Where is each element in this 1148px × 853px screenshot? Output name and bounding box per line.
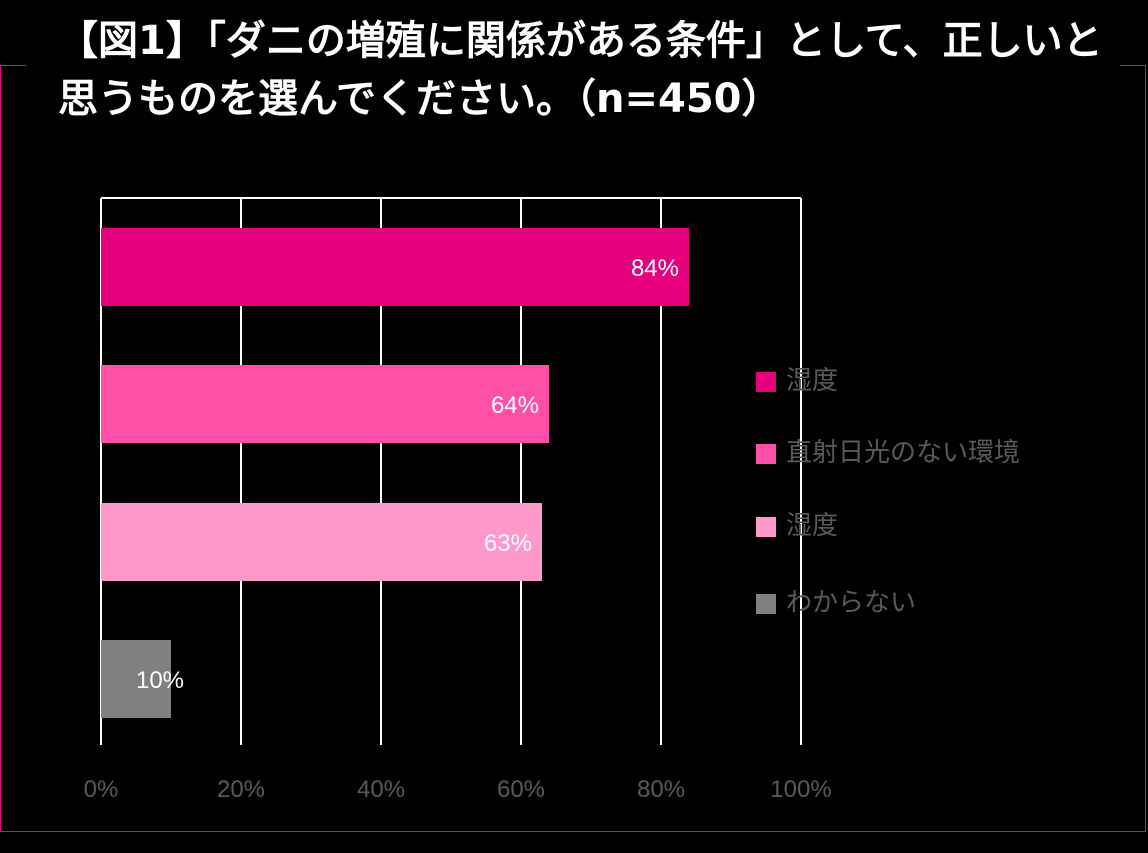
x-tick-label: 80% [637,776,685,803]
x-tick-label: 100% [770,776,831,803]
legend-swatch-3 [756,594,776,614]
x-tick-label: 40% [357,776,405,803]
legend-item: わからない [756,580,916,620]
legend-label: 直射日光のない環境 [786,437,1021,468]
legend-label: 湿度 [786,365,839,396]
bar [101,365,549,443]
legend-item: 直射日光のない環境 [756,430,1020,470]
legend-item: 湿度 [756,358,838,398]
bar [101,228,689,306]
legend-label: わからない [786,587,917,618]
chart-title: 【図1】「ダニの増殖に関係がある条件」として、正しいと思うものを選んでください。… [58,18,1103,122]
x-tick-label: 60% [497,776,545,803]
legend-swatch-2 [756,517,776,537]
legend-item: 湿度 [756,503,838,543]
bar-data-label: 84% [631,255,679,282]
bar-data-label: 63% [484,530,532,557]
legend-swatch-1 [756,444,776,464]
bar [101,503,542,581]
x-tick-label: 20% [217,776,265,803]
bar [101,640,171,718]
bar-data-label: 10% [136,667,184,694]
x-axis-ticks: 0% 20% 40% 60% 80% 100% [84,776,832,803]
legend-swatch-0 [756,372,776,392]
legend-label: 湿度 [786,510,839,541]
bar-data-label: 64% [491,392,539,419]
title-backdrop [26,0,1120,140]
x-tick-label: 0% [84,776,119,803]
bars: 84% 64% 63% 10% [101,228,689,718]
